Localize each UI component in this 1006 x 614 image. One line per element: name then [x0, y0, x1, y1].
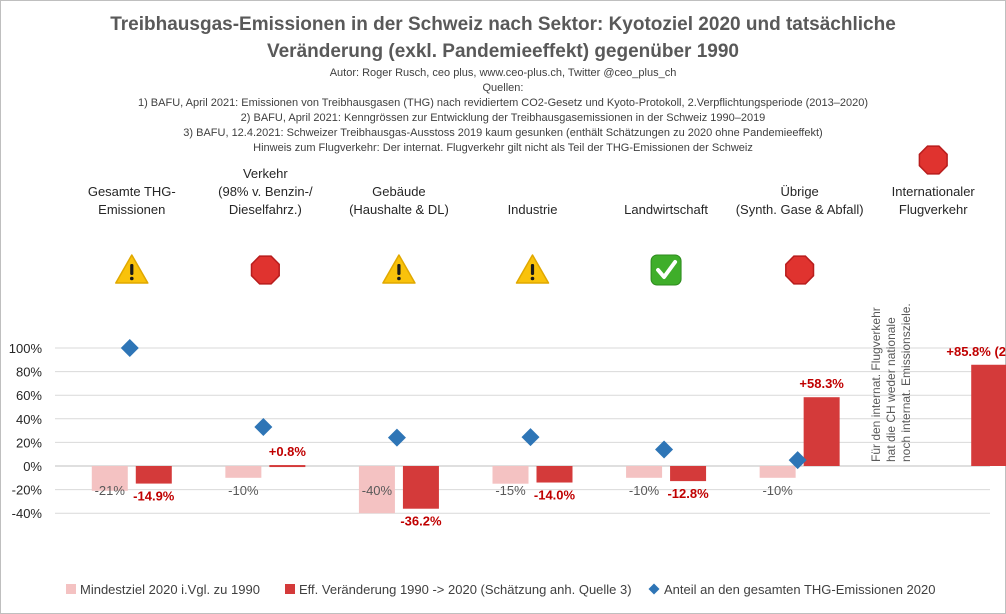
bar-target — [492, 466, 529, 484]
y-tick-label: 0% — [23, 459, 42, 474]
data-label-actual: -36.2% — [400, 514, 442, 529]
category-labels: Gesamte THG- Emissionen Verkehr (98% v. Ben… — [88, 166, 976, 217]
stop-icon — [785, 255, 815, 285]
category-label: Emissionen — [98, 202, 165, 217]
chart-title-line1: Treibhausgas-Emissionen in der Schweiz n… — [110, 14, 896, 35]
y-tick-label: -20% — [12, 483, 43, 498]
legend-label-target: Mindestziel 2020 i.Vgl. zu 1990 — [80, 582, 260, 597]
y-tick-label: 80% — [16, 365, 42, 380]
category-label: (98% v. Benzin-/ — [218, 184, 313, 199]
chart-title-line2: Veränderung (exkl. Pandemieeffekt) gegen… — [267, 41, 739, 62]
stop-icon — [250, 255, 280, 285]
legend-label-actual: Eff. Veränderung 1990 -> 2020 (Schätzung… — [299, 582, 632, 597]
share-marker — [521, 428, 540, 447]
legend-label-share: Anteil an den gesamten THG-Emissionen 20… — [664, 582, 935, 597]
bar-target — [225, 466, 262, 478]
y-tick-label: 100% — [9, 341, 43, 356]
category-label: Dieselfahrz.) — [229, 202, 302, 217]
aviation-note-line3: noch internat. Emissionsziele. — [899, 303, 913, 462]
share-marker — [788, 451, 807, 470]
subtitle-source-2: 2) BAFU, April 2021: Kenngrössen zur Ent… — [241, 112, 766, 124]
category-label: (Haushalte & DL) — [349, 202, 449, 217]
data-label-target: -15% — [495, 483, 526, 498]
data-label-target: -10% — [629, 483, 660, 498]
aviation-note: Für den internat. Flugverkehr hat die CH… — [869, 303, 913, 462]
category-label: Landwirtschaft — [624, 202, 708, 217]
bar-actual — [971, 364, 1006, 466]
y-tick-label: -40% — [12, 506, 43, 521]
bar-actual — [803, 397, 840, 466]
data-label-target: -10% — [228, 483, 259, 498]
data-labels: -21% -14.9% -10% +0.8% -40% -36.2% -15% -14.0% -… — [95, 344, 1006, 529]
status-icons — [115, 145, 948, 286]
share-marker — [655, 440, 674, 459]
y-tick-label: 40% — [16, 412, 42, 427]
data-label-actual: -12.8% — [667, 486, 709, 501]
legend-marker-share — [648, 583, 660, 595]
category-label: Internationaler — [892, 184, 976, 199]
y-axis-ticks: -40% -20% 0% 20% 40% 60% 80% 100% — [9, 341, 43, 521]
data-label-target: -10% — [762, 483, 793, 498]
share-markers — [120, 339, 807, 470]
bar-actual — [402, 466, 439, 509]
bar-target — [91, 466, 128, 491]
bar-actual — [536, 466, 573, 483]
subtitle-source-1: 1) BAFU, April 2021: Emissionen von Trei… — [138, 97, 868, 109]
category-label: Industrie — [508, 202, 558, 217]
data-label-target: -21% — [95, 483, 126, 498]
category-label: Übrige — [780, 184, 818, 199]
data-label-actual: -14.9% — [133, 489, 175, 504]
warning-icon — [382, 254, 416, 284]
category-label: (Synth. Gase & Abfall) — [736, 202, 864, 217]
data-label-actual: -14.0% — [534, 488, 576, 503]
check-icon — [650, 254, 682, 286]
bar-actual — [269, 465, 306, 468]
subtitle-source-3: 3) BAFU, 12.4.2021: Schweizer Treibhausg… — [183, 127, 822, 139]
data-label-actual: +58.3% — [799, 376, 844, 391]
category-label: Gesamte THG- — [88, 184, 176, 199]
category-label: Verkehr — [243, 166, 288, 181]
data-label-actual: +85.8% (2019) — [946, 344, 1006, 359]
subtitle-author: Autor: Roger Rusch, ceo plus, www.ceo-pl… — [330, 67, 677, 79]
subtitle-sources: Quellen: — [483, 82, 524, 94]
data-label-actual: +0.8% — [269, 444, 307, 459]
aviation-note-line2: hat die CH weder nationale — [884, 317, 898, 462]
bar-target — [626, 466, 663, 478]
share-marker — [387, 428, 406, 447]
category-label: Flugverkehr — [899, 202, 968, 217]
legend-swatch-target — [66, 584, 76, 594]
stop-icon — [918, 145, 948, 175]
bar-actual — [135, 466, 172, 484]
bar-target — [759, 466, 796, 478]
y-tick-label: 20% — [16, 435, 42, 450]
bar-actual — [670, 466, 707, 482]
share-marker — [254, 418, 273, 437]
data-label-target: -40% — [362, 483, 393, 498]
y-tick-label: 60% — [16, 388, 42, 403]
legend: Mindestziel 2020 i.Vgl. zu 1990 Eff. Ver… — [66, 582, 935, 597]
share-marker — [120, 339, 139, 357]
bars — [91, 364, 1006, 514]
aviation-note-line1: Für den internat. Flugverkehr — [869, 307, 883, 462]
warning-icon — [115, 254, 149, 284]
subtitle-note: Hinweis zum Flugverkehr: Der internat. F… — [253, 142, 753, 154]
legend-swatch-actual — [285, 584, 295, 594]
category-label: Gebäude — [372, 184, 426, 199]
warning-icon — [515, 254, 550, 284]
bar-target — [358, 466, 395, 514]
